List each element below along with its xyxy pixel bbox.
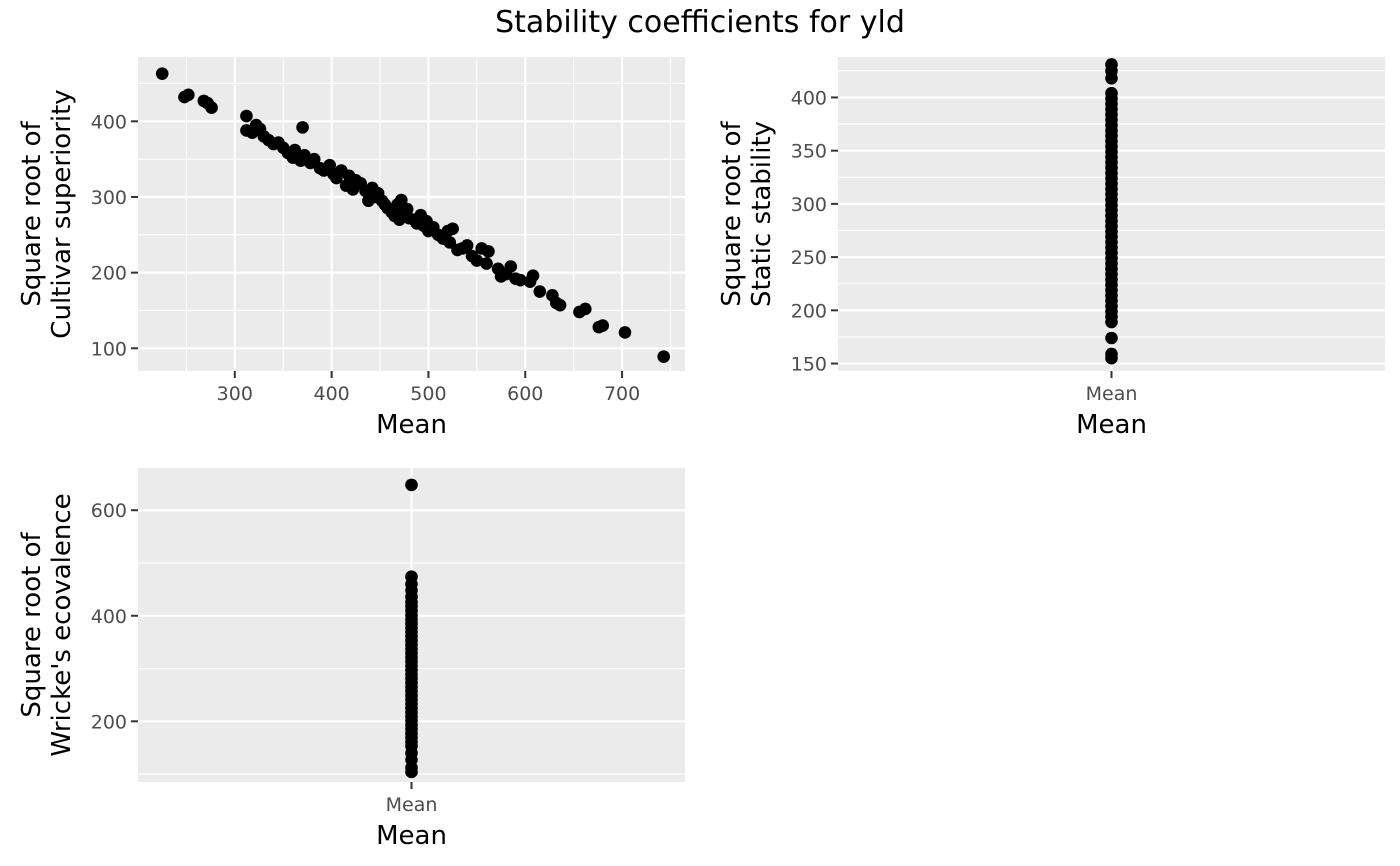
data-point [526, 269, 540, 282]
x-axis-title: Mean [1076, 410, 1147, 440]
y-axis-title-line: Wricke's ecovalence [47, 493, 77, 756]
data-point [480, 257, 493, 270]
data-point [553, 298, 567, 312]
data-point [482, 245, 495, 258]
panel-cultivar-superiority: 100 200 300 400 300 400 500 600 700 Mean Square ro… [17, 57, 685, 440]
data-point [1105, 71, 1118, 85]
data-point [504, 260, 518, 273]
x-axis-title: Mean [376, 410, 447, 440]
y-tick-label: 400 [91, 111, 127, 133]
data-point [405, 765, 418, 779]
y-tick-label: 350 [791, 141, 827, 163]
y-tick-label: 250 [791, 247, 827, 269]
data-point [395, 193, 408, 207]
data-point [618, 326, 632, 339]
y-tick-label: 600 [91, 500, 127, 522]
y-tick-label: 150 [791, 354, 827, 376]
data-point [205, 101, 218, 114]
data-point [1105, 351, 1118, 365]
x-tick-label: 300 [217, 383, 253, 405]
data-point [1105, 331, 1118, 345]
y-tick-label: 200 [91, 711, 127, 733]
data-point [657, 350, 671, 363]
data-point [307, 152, 321, 166]
data-point [443, 236, 457, 249]
y-tick-label: 200 [91, 263, 127, 285]
x-tick-label: Mean [386, 794, 438, 816]
x-tick-label: 600 [507, 383, 543, 405]
data-point [155, 67, 169, 80]
y-axis-title-line: Cultivar superiority [47, 89, 77, 338]
y-tick-label: 300 [91, 187, 127, 209]
figure-title: Stability coefficients for yld [495, 5, 905, 40]
data-point [596, 319, 610, 332]
y-axis-title-line: Square root of [717, 121, 747, 307]
data-point [288, 143, 302, 157]
y-tick-label: 400 [91, 606, 127, 628]
x-tick-label: Mean [1086, 383, 1138, 405]
data-point [470, 254, 484, 267]
data-point [182, 88, 195, 102]
x-axis-title: Mean [376, 821, 447, 851]
y-tick-label: 200 [791, 300, 827, 322]
data-point [533, 285, 547, 298]
panel-static-stability: 150 200 250 300 350 400 Mean Mean Square root of… [717, 57, 1385, 440]
data-point [514, 273, 527, 287]
y-tick-label: 300 [791, 194, 827, 216]
y-axis-title-line: Static stability [747, 121, 777, 307]
y-tick-label: 400 [791, 87, 827, 109]
data-point [1105, 315, 1118, 329]
data-point [405, 478, 418, 492]
y-axis-title: Square root ofStatic stability [717, 121, 777, 307]
x-tick-label: 500 [410, 383, 446, 405]
data-point [578, 302, 592, 316]
data-point [446, 222, 459, 236]
data-point [296, 121, 309, 134]
y-axis-title: Square root ofWricke's ecovalence [17, 493, 77, 756]
y-tick-label: 100 [91, 338, 127, 360]
data-point [240, 109, 253, 123]
x-tick-label: 400 [313, 383, 349, 405]
data-point [460, 239, 474, 252]
y-axis-title-line: Square root of [17, 121, 47, 307]
y-axis-title-line: Square root of [17, 532, 47, 718]
x-tick-label: 700 [604, 383, 640, 405]
panel-wricke-ecovalence: 200 400 600 Mean Mean Square root ofWricke's … [17, 468, 685, 851]
y-axis-title: Square root ofCultivar superiority [17, 89, 77, 338]
